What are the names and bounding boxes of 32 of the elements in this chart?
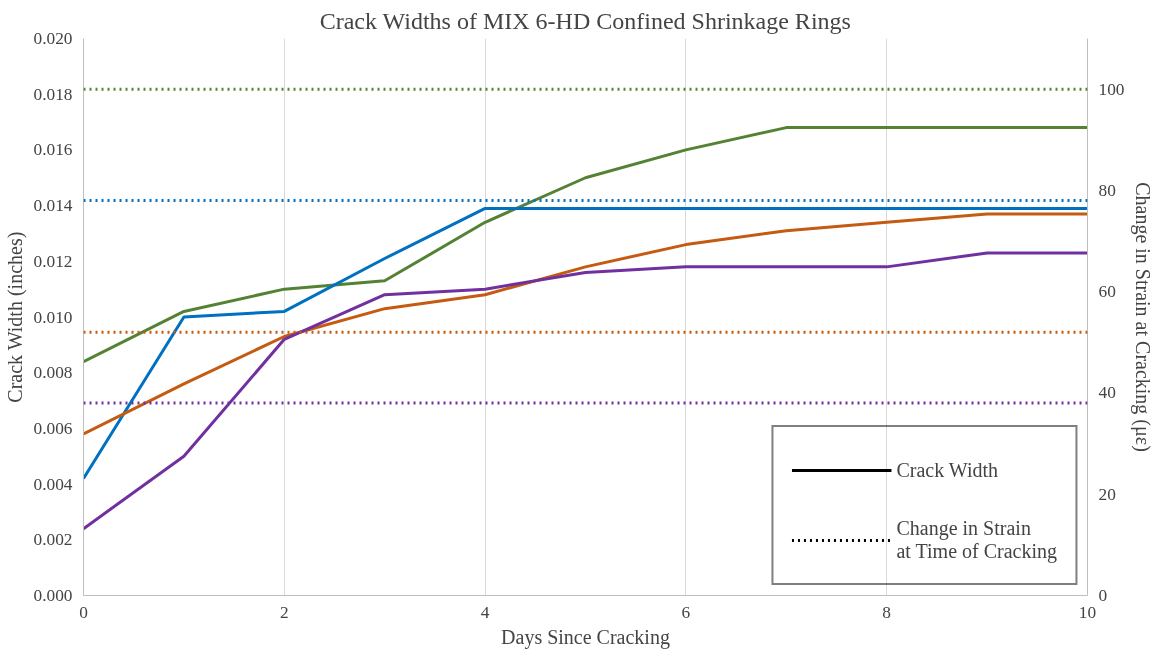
y-tick-label: 0.006	[33, 418, 73, 438]
x-tick-label: 4	[480, 602, 490, 622]
y2-tick-label: 100	[1098, 79, 1125, 99]
y-tick-label: 0.018	[33, 84, 73, 104]
y2-tick-label: 40	[1098, 383, 1116, 403]
y-tick-label: 0.004	[33, 474, 73, 494]
y-tick-label: 0.020	[33, 29, 73, 48]
y-tick-label: 0.000	[33, 586, 73, 605]
x-tick-label: 10	[1078, 602, 1097, 622]
y-tick-label: 0.010	[33, 307, 73, 327]
y-tick-label: 0.014	[33, 196, 73, 216]
y2-tick-label: 20	[1098, 484, 1116, 504]
x-tick-label: 0	[79, 602, 88, 622]
x-tick-label: 8	[882, 602, 892, 622]
x-axis-title: Days Since Cracking	[501, 625, 670, 649]
y-axis-title: Crack Width (inches)	[3, 231, 27, 403]
y-tick-label: 0.016	[33, 140, 73, 160]
y2-tick-label: 0	[1098, 586, 1108, 605]
y2-tick-label: 60	[1098, 282, 1116, 302]
y-tick-label: 0.002	[33, 530, 73, 550]
line-series	[83, 212, 1088, 436]
x-tick-label: 2	[279, 602, 289, 622]
y-tick-label: 0.012	[33, 251, 73, 271]
y-tick-label: 0.008	[33, 363, 73, 383]
line-series	[83, 206, 1088, 481]
chart-title: Crack Widths of MIX 6-HD Confined Shrinkage Rings	[319, 7, 851, 34]
line-series	[83, 126, 1088, 364]
x-tick-label: 6	[681, 602, 691, 622]
y2-tick-label: 80	[1098, 180, 1116, 200]
y2-axis-title: Change in Strain at Cracking (με)	[1131, 182, 1155, 452]
annotation: Change in Strain at Time of Cracking	[896, 516, 1057, 565]
annotation: Crack Width	[896, 457, 999, 483]
